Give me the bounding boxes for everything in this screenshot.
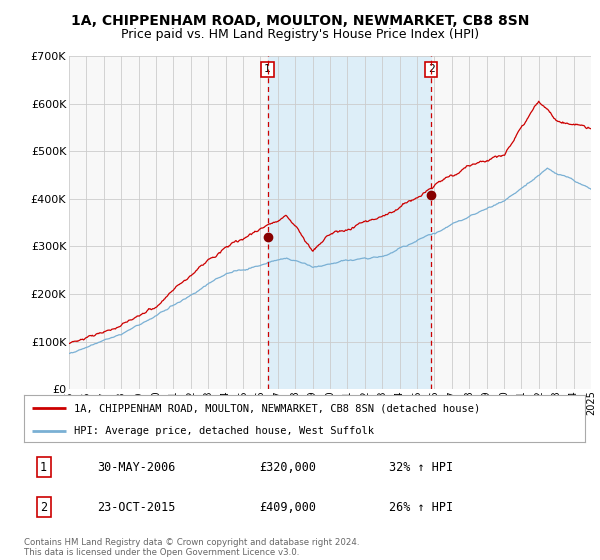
Text: £320,000: £320,000 [260,460,317,474]
Text: 1: 1 [264,64,271,74]
Text: 26% ↑ HPI: 26% ↑ HPI [389,501,453,514]
Text: 2: 2 [428,64,434,74]
Text: This data is licensed under the Open Government Licence v3.0.: This data is licensed under the Open Gov… [24,548,299,557]
Text: £409,000: £409,000 [260,501,317,514]
Text: 1A, CHIPPENHAM ROAD, MOULTON, NEWMARKET, CB8 8SN (detached house): 1A, CHIPPENHAM ROAD, MOULTON, NEWMARKET,… [74,403,481,413]
Text: 2: 2 [40,501,47,514]
Text: 30-MAY-2006: 30-MAY-2006 [97,460,175,474]
Text: 23-OCT-2015: 23-OCT-2015 [97,501,175,514]
Text: 32% ↑ HPI: 32% ↑ HPI [389,460,453,474]
Text: 1: 1 [40,460,47,474]
Bar [268,56,431,389]
Text: Contains HM Land Registry data © Crown copyright and database right 2024.: Contains HM Land Registry data © Crown c… [24,538,359,547]
Text: HPI: Average price, detached house, West Suffolk: HPI: Average price, detached house, West… [74,426,374,436]
Text: 1A, CHIPPENHAM ROAD, MOULTON, NEWMARKET, CB8 8SN: 1A, CHIPPENHAM ROAD, MOULTON, NEWMARKET,… [71,14,529,28]
Text: Price paid vs. HM Land Registry's House Price Index (HPI): Price paid vs. HM Land Registry's House … [121,28,479,41]
